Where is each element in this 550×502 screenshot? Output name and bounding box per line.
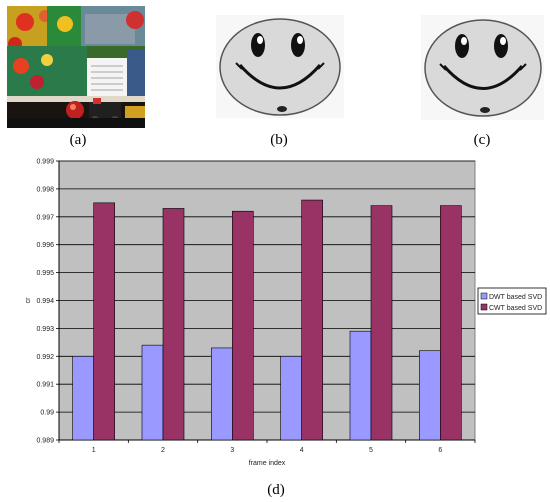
bar [280,356,302,441]
x-tick-label: 5 [369,447,373,454]
smiley-image-c [421,15,544,120]
y-axis-label: cr [25,297,32,304]
y-tick-label: 0.992 [36,354,54,361]
x-axis-label: frame index [249,460,286,467]
legend-label: DWT based SVD [489,294,542,301]
bar [419,350,441,441]
legend-swatch [480,292,488,300]
y-tick-label: 0.998 [36,186,54,193]
bar [162,208,185,441]
y-tick-label: 0.991 [36,382,54,389]
caption-a: (a) [69,132,87,148]
legend-swatch [480,303,488,311]
caption-b: (b) [270,132,288,148]
bar [141,344,164,441]
bar [301,199,323,441]
bar [232,210,254,441]
y-tick-label: 0.999 [36,159,54,166]
legend-box [477,287,547,315]
bar [370,205,393,441]
x-tick-label: 4 [300,447,304,454]
y-tick-label: 0.994 [36,298,54,305]
x-tick-label: 6 [438,447,442,454]
y-tick-label: 0.993 [36,326,54,333]
legend-label: CWT based SVD [489,305,542,312]
bar [72,356,94,441]
x-tick-label: 2 [161,447,165,454]
photo-a [7,6,145,128]
caption-c: (c) [473,132,491,148]
x-tick-label: 3 [230,447,234,454]
x-tick-label: 1 [92,447,96,454]
bar [349,330,372,441]
y-tick-label: 0.99 [40,410,54,417]
bar [211,347,233,441]
y-tick-label: 0.989 [36,438,54,445]
bar [93,202,115,441]
y-tick-label: 0.995 [36,270,54,277]
caption-d: (d) [267,482,285,498]
bar-chart: 0.989 0.99 0.991 0.992 0.993 0.994 0.995 0.996 0… [25,159,547,467]
smiley-image-b [216,15,344,118]
y-tick-label: 0.996 [36,242,54,249]
y-tick-label: 0.997 [36,214,54,221]
bar [440,205,462,441]
